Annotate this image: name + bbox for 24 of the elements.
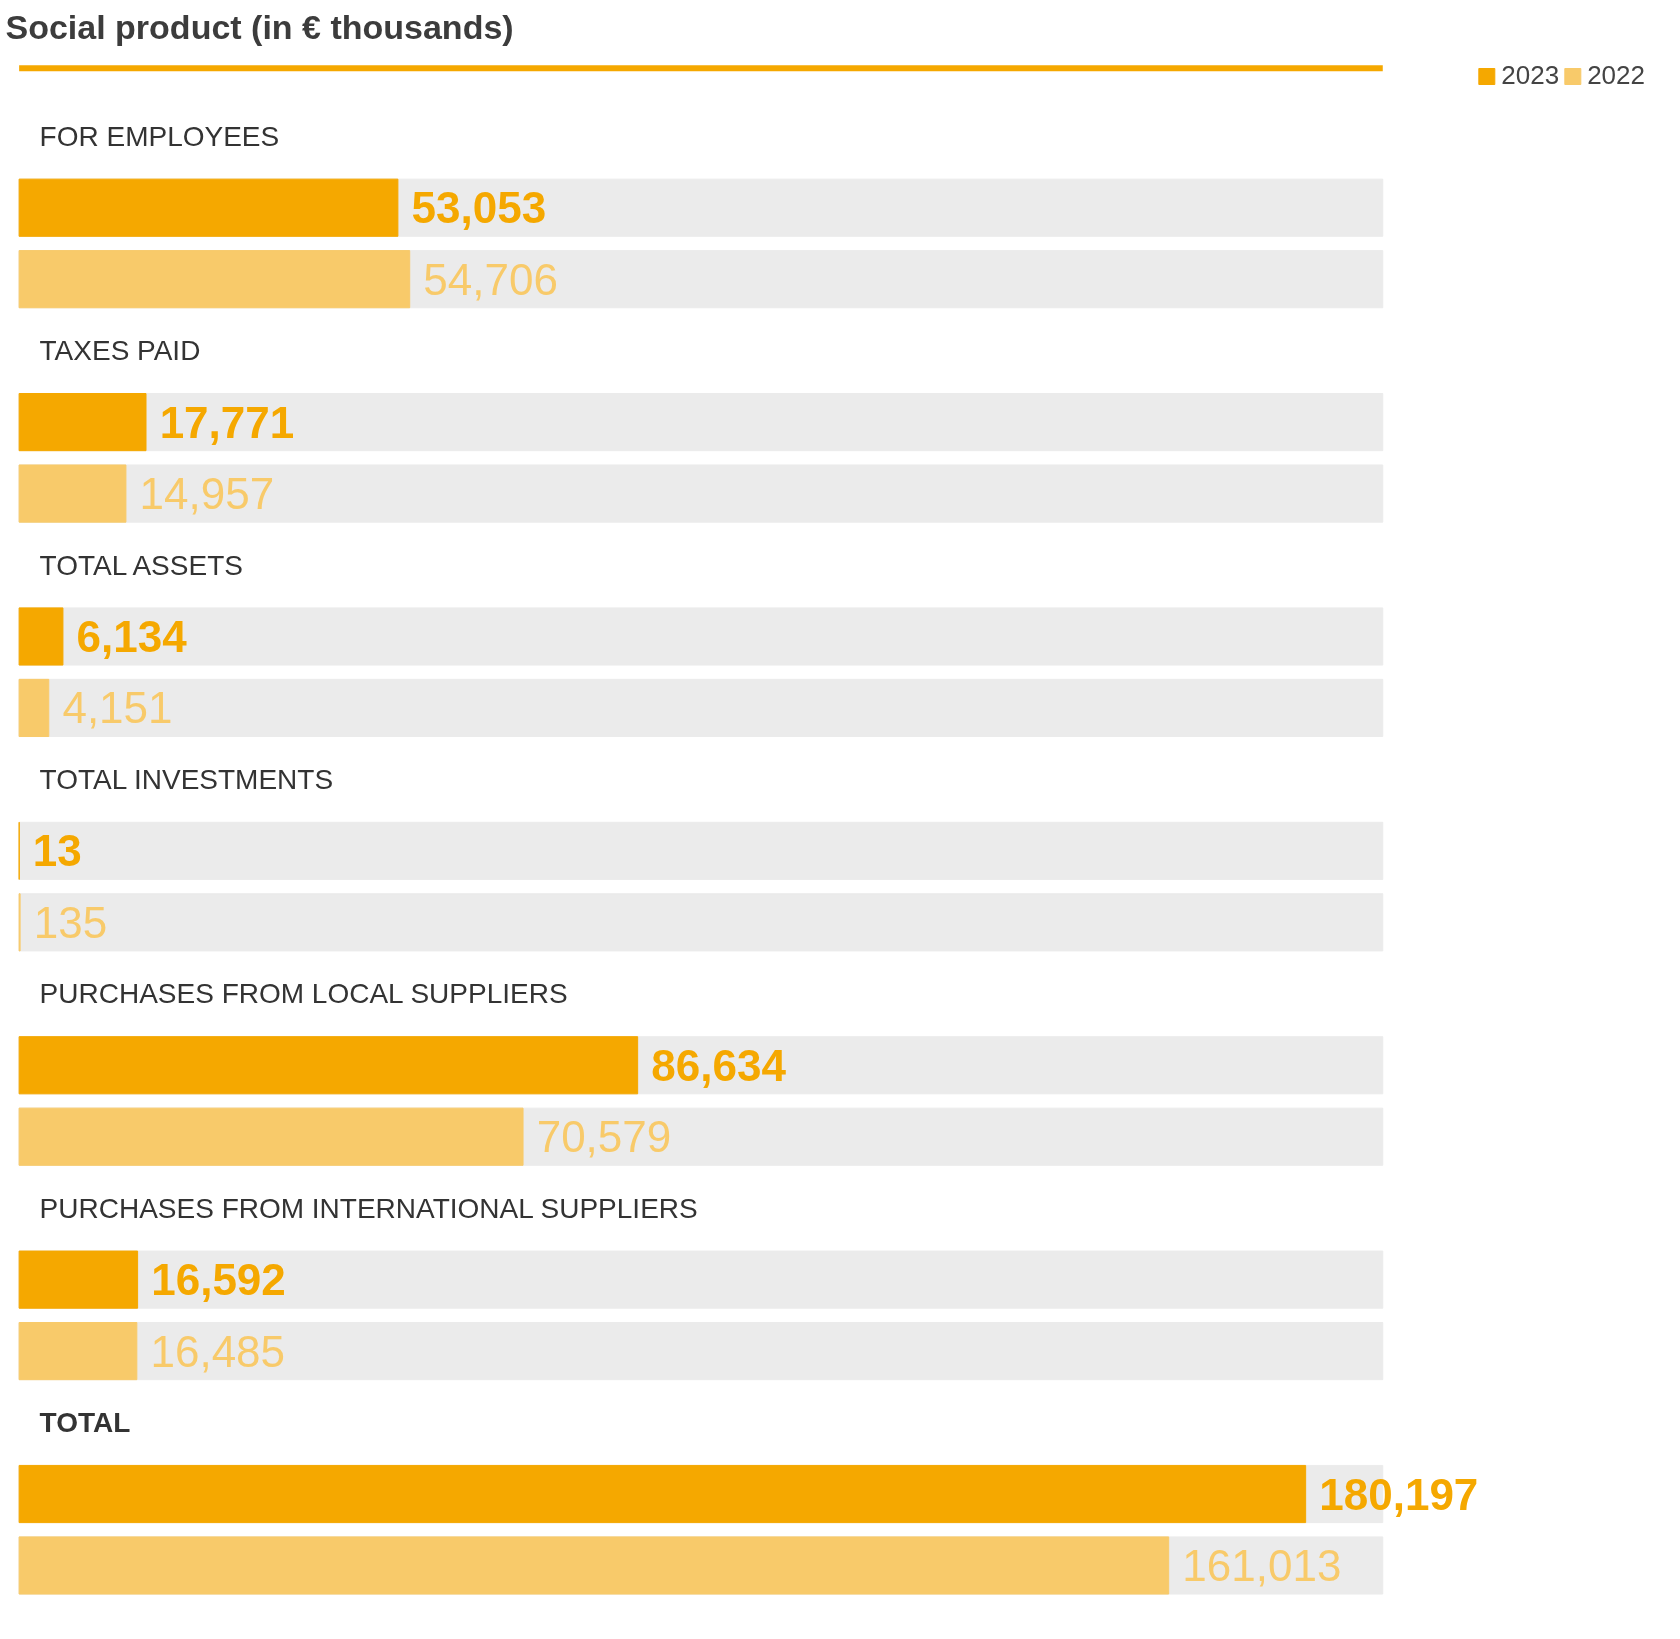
data-label: 53,053: [411, 183, 547, 233]
data-label: 70,579: [536, 1112, 672, 1162]
data-label: 14,957: [139, 469, 275, 519]
data-label: 17,771: [159, 397, 295, 447]
data-label: 54,706: [423, 254, 558, 304]
data-label: 4,151: [62, 683, 173, 733]
y-tick-label: TAXES PAID: [39, 335, 201, 367]
data-label: 6,134: [76, 611, 188, 661]
data-label: 135: [33, 897, 108, 947]
legend-label: 2022: [1587, 60, 1645, 91]
data-label: 16,485: [150, 1326, 286, 1376]
data-label: 13: [32, 826, 82, 876]
data-label: 86,634: [651, 1040, 787, 1090]
data-label: 16,592: [151, 1255, 286, 1305]
y-tick-label: TOTAL ASSETS: [39, 549, 243, 581]
legend-label: 2023: [1501, 60, 1560, 91]
y-tick-label: PURCHASES FROM INTERNATIONAL SUPPLIERS: [39, 1192, 698, 1224]
chart-title: Social product (in € thousands): [5, 7, 514, 46]
y-tick-label: FOR EMPLOYEES: [39, 120, 280, 152]
y-tick-label: TOTAL INVESTMENTS: [39, 763, 334, 795]
data-label: 180,197: [1319, 1469, 1479, 1519]
y-tick-label: PURCHASES FROM LOCAL SUPPLIERS: [39, 978, 568, 1010]
y-tick-label: TOTAL: [39, 1407, 131, 1439]
data-label: 161,013: [1182, 1540, 1342, 1590]
